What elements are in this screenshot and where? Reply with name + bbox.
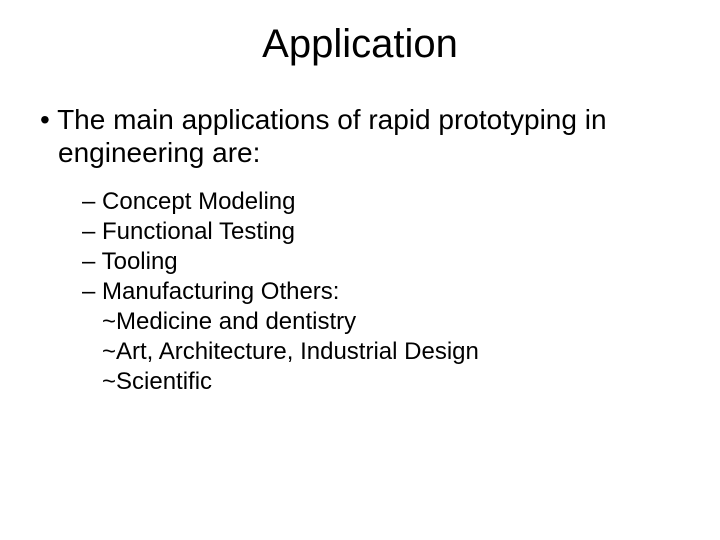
slide: Application The main applications of rap… xyxy=(0,0,720,540)
list-item: ~Scientific xyxy=(102,367,690,397)
slide-title: Application xyxy=(0,0,720,67)
list-item: Functional Testing xyxy=(82,217,690,247)
list-item: Manufacturing Others: xyxy=(82,277,690,307)
slide-body: The main applications of rapid prototypi… xyxy=(0,67,720,397)
level2-list: Concept Modeling Functional Testing Tool… xyxy=(30,187,690,397)
list-item: ~Art, Architecture, Industrial Design xyxy=(102,337,690,367)
intro-bullet: The main applications of rapid prototypi… xyxy=(30,103,690,169)
list-item: ~Medicine and dentistry xyxy=(102,307,690,337)
list-item: Tooling xyxy=(82,247,690,277)
level3-list: ~Medicine and dentistry ~Art, Architectu… xyxy=(82,307,690,397)
list-item: Concept Modeling xyxy=(82,187,690,217)
